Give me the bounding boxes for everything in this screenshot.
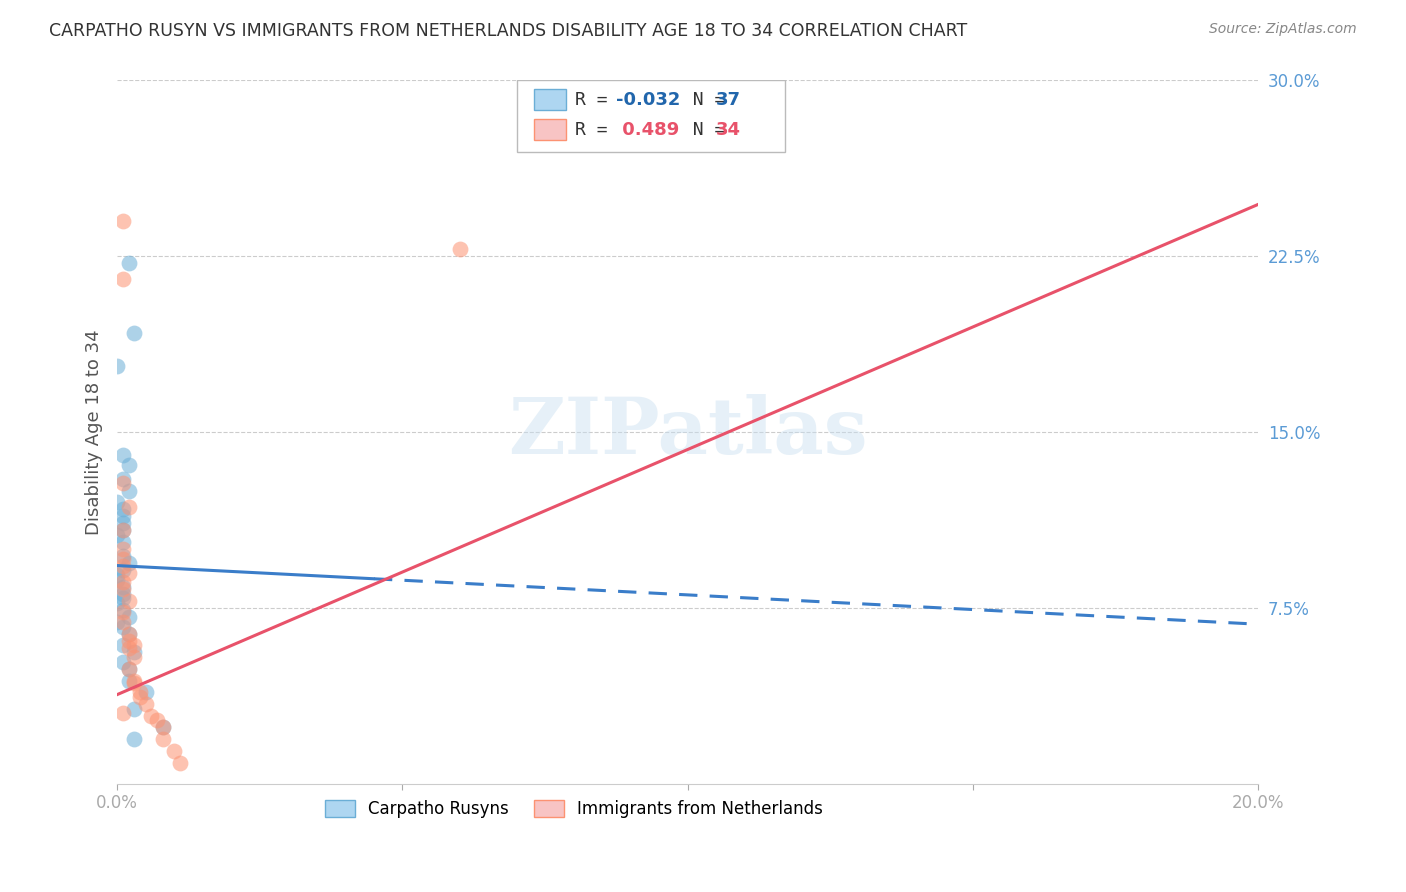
Point — [111, 472, 134, 486]
Text: 34: 34 — [716, 120, 741, 139]
Text: N =: N = — [671, 90, 735, 109]
Point — [169, 756, 191, 770]
Text: R =: R = — [575, 90, 619, 109]
Point — [117, 483, 139, 498]
Point — [111, 603, 134, 617]
Point — [124, 673, 146, 688]
Point — [117, 610, 139, 624]
Point — [117, 458, 139, 472]
Point — [111, 524, 134, 538]
Point — [111, 582, 134, 596]
Point — [111, 516, 134, 531]
Point — [105, 573, 128, 587]
Point — [117, 593, 139, 607]
Point — [105, 615, 128, 629]
FancyBboxPatch shape — [534, 119, 565, 140]
Point — [146, 714, 169, 728]
Point — [152, 721, 174, 735]
Text: CARPATHO RUSYN VS IMMIGRANTS FROM NETHERLANDS DISABILITY AGE 18 TO 34 CORRELATIO: CARPATHO RUSYN VS IMMIGRANTS FROM NETHER… — [49, 22, 967, 40]
Point — [676, 96, 699, 111]
Point — [111, 509, 134, 524]
Point — [111, 706, 134, 721]
Point — [111, 619, 134, 633]
Point — [117, 556, 139, 570]
Point — [124, 326, 146, 341]
Point — [117, 256, 139, 270]
FancyBboxPatch shape — [516, 80, 785, 152]
Point — [135, 697, 157, 711]
Point — [111, 551, 134, 566]
Point — [111, 448, 134, 462]
Point — [111, 615, 134, 629]
Point — [111, 563, 134, 577]
Point — [111, 574, 134, 589]
Point — [124, 732, 146, 747]
Point — [111, 606, 134, 620]
Point — [111, 535, 134, 549]
Point — [111, 558, 134, 573]
Point — [141, 708, 163, 723]
Legend: Carpatho Rusyns, Immigrants from Netherlands: Carpatho Rusyns, Immigrants from Netherl… — [318, 793, 830, 825]
Point — [105, 568, 128, 582]
Point — [117, 566, 139, 580]
Point — [117, 673, 139, 688]
Point — [117, 633, 139, 648]
Point — [111, 502, 134, 516]
Point — [124, 701, 146, 715]
Point — [105, 495, 128, 509]
Point — [111, 580, 134, 594]
Point — [117, 626, 139, 640]
Text: -0.032: -0.032 — [616, 90, 681, 109]
Text: 37: 37 — [716, 90, 741, 109]
Point — [152, 721, 174, 735]
Point — [152, 732, 174, 747]
Point — [117, 500, 139, 514]
Point — [111, 272, 134, 286]
Point — [129, 690, 152, 704]
Point — [124, 676, 146, 690]
Point — [124, 650, 146, 665]
Text: N =: N = — [671, 120, 735, 139]
Point — [105, 596, 128, 610]
FancyBboxPatch shape — [534, 89, 565, 111]
Point — [111, 587, 134, 601]
Point — [111, 213, 134, 227]
Y-axis label: Disability Age 18 to 34: Disability Age 18 to 34 — [86, 329, 103, 534]
Text: R =: R = — [575, 120, 619, 139]
Text: ZIPatlas: ZIPatlas — [508, 394, 868, 470]
Point — [124, 645, 146, 659]
Point — [163, 744, 186, 758]
Point — [111, 476, 134, 491]
Point — [105, 359, 128, 374]
Point — [449, 242, 471, 256]
Point — [117, 662, 139, 676]
Point — [111, 524, 134, 538]
Point — [117, 662, 139, 676]
Point — [124, 638, 146, 652]
Point — [117, 640, 139, 655]
Point — [111, 655, 134, 669]
Text: Source: ZipAtlas.com: Source: ZipAtlas.com — [1209, 22, 1357, 37]
Point — [111, 549, 134, 564]
Text: 0.489: 0.489 — [616, 120, 679, 139]
Point — [105, 528, 128, 542]
Point — [111, 542, 134, 557]
Point — [111, 591, 134, 606]
Point — [135, 685, 157, 699]
Point — [117, 626, 139, 640]
Point — [129, 685, 152, 699]
Point — [111, 638, 134, 652]
